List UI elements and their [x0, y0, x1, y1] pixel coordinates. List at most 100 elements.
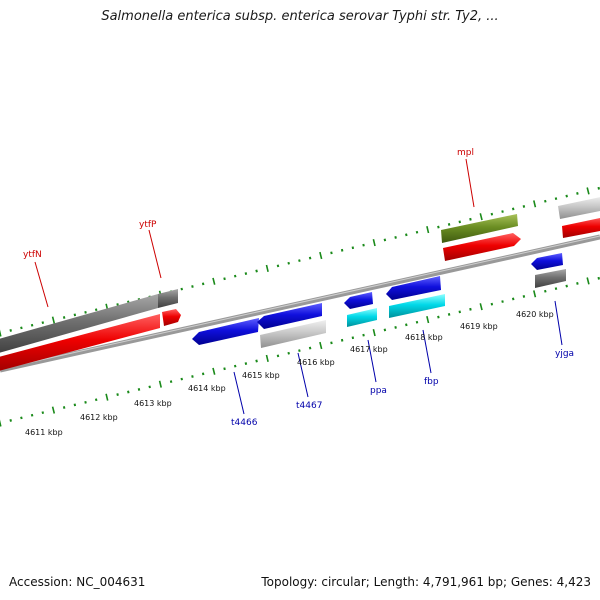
- gene-label-fbp[interactable]: fbp: [424, 377, 439, 387]
- gene-label-ytfN[interactable]: ytfN: [23, 250, 42, 260]
- scale-tick: [191, 375, 194, 378]
- gene-t4467-cds[interactable]: [257, 303, 322, 329]
- scale-tick: [458, 220, 461, 224]
- scale-tick: [383, 238, 387, 242]
- gene-mpl-olive-bar[interactable]: [441, 214, 518, 243]
- scale-tick: [479, 303, 483, 311]
- scale-tick: [233, 274, 237, 278]
- scale-tick: [20, 326, 23, 330]
- scale-tick: [576, 282, 579, 285]
- scale-label-4614: 4614 kbp: [188, 384, 226, 393]
- scale-tick: [565, 194, 568, 198]
- scale-tick: [415, 320, 419, 324]
- gene-ytfN-gray-end[interactable]: [158, 289, 178, 308]
- scale-tick: [180, 377, 183, 381]
- scale-tick: [554, 287, 558, 291]
- scale-tick: [533, 290, 537, 298]
- scale-tick: [501, 210, 504, 213]
- scale-tick: [586, 277, 590, 285]
- inner-scale-ticks: [0, 276, 600, 427]
- scale-tick: [511, 297, 515, 301]
- scale-label-4615: 4615 kbp: [242, 371, 280, 380]
- gene-yjga-cds[interactable]: [531, 253, 563, 270]
- scale-tick: [340, 338, 344, 342]
- scale-tick: [544, 289, 547, 293]
- scale-tick: [276, 264, 280, 268]
- accession-text: Accession: NC_004631: [9, 575, 146, 589]
- gene-t4466-cds[interactable]: [192, 318, 259, 345]
- scale-tick: [576, 192, 579, 195]
- gene-right-light-bar[interactable]: [558, 196, 600, 219]
- gene-mpl-cds[interactable]: [443, 233, 521, 261]
- scale-label-4617: 4617 kbp: [350, 345, 388, 354]
- gene-label-mpl[interactable]: mpl: [457, 148, 474, 158]
- scale-tick: [30, 323, 34, 327]
- scale-tick: [9, 328, 12, 332]
- scale-tick: [394, 235, 397, 239]
- gene-yjga-gray-bar[interactable]: [535, 269, 566, 288]
- scale-label-4619: 4619 kbp: [460, 322, 498, 331]
- scale-tick: [223, 277, 226, 281]
- scale-tick: [255, 359, 258, 363]
- scale-tick: [158, 380, 162, 388]
- scale-tick: [437, 225, 440, 229]
- scale-tick: [426, 316, 430, 324]
- scale-tick: [30, 413, 34, 417]
- gene-label-t4467[interactable]: t4467: [296, 401, 322, 411]
- scale-tick: [105, 393, 109, 401]
- scale-tick: [298, 349, 301, 353]
- scale-tick: [41, 321, 45, 325]
- scale-label-4618: 4618 kbp: [405, 333, 443, 342]
- gene-t4467-light-bar[interactable]: [260, 320, 326, 348]
- gene-ytfN-gray-bar[interactable]: [0, 294, 158, 354]
- gene-label-yjga[interactable]: yjga: [555, 349, 574, 359]
- gene-label-ppa[interactable]: ppa: [370, 386, 387, 396]
- scale-tick: [469, 217, 472, 221]
- scale-tick: [0, 329, 2, 337]
- genome-backbone: [0, 234, 600, 373]
- scale-tick: [522, 204, 526, 208]
- scale-tick: [522, 294, 526, 298]
- scale-tick: [84, 400, 87, 404]
- scale-tick: [372, 239, 376, 247]
- scale-label-4613: 4613 kbp: [134, 399, 172, 408]
- gene-fbp-cds[interactable]: [386, 276, 441, 300]
- scale-tick: [116, 393, 119, 396]
- scale-tick: [597, 186, 600, 190]
- scale-tick: [372, 329, 376, 337]
- scale-tick: [490, 212, 494, 216]
- gene-label-t4466[interactable]: t4466: [231, 418, 258, 428]
- gene-ytfP-cds[interactable]: [162, 309, 181, 326]
- scale-label-4611: 4611 kbp: [25, 428, 63, 437]
- scale-tick: [533, 200, 537, 208]
- genome-backbone-highlight: [0, 235, 600, 370]
- gene-ppa-cds[interactable]: [344, 292, 373, 309]
- scale-tick: [351, 336, 355, 340]
- scale-tick: [255, 269, 258, 273]
- gene-ytfN-cds[interactable]: [0, 314, 160, 372]
- scale-tick: [458, 310, 461, 314]
- scale-tick: [223, 367, 226, 371]
- gene-label-connectors: [34, 158, 563, 415]
- map-title: Salmonella enterica subsp. enterica sero…: [101, 9, 499, 24]
- scale-tick: [51, 406, 56, 414]
- scale-tick: [94, 308, 98, 312]
- scale-tick: [394, 325, 397, 329]
- scale-tick: [383, 328, 387, 332]
- gene-ppa-rna[interactable]: [347, 308, 377, 327]
- scale-tick: [94, 398, 98, 402]
- scale-tick: [501, 300, 504, 303]
- scale-tick: [169, 380, 173, 384]
- gene-fbp-rna[interactable]: [389, 294, 445, 318]
- scale-tick: [73, 313, 77, 317]
- gene-right-cds[interactable]: [562, 217, 600, 238]
- gene-label-ytfP[interactable]: ytfP: [139, 220, 157, 230]
- scale-tick: [233, 364, 237, 368]
- scale-tick: [116, 303, 119, 306]
- scale-tick: [62, 316, 66, 319]
- scale-tick: [201, 282, 205, 286]
- scale-tick: [415, 230, 419, 234]
- scale-tick: [319, 341, 323, 350]
- scale-tick: [212, 277, 216, 285]
